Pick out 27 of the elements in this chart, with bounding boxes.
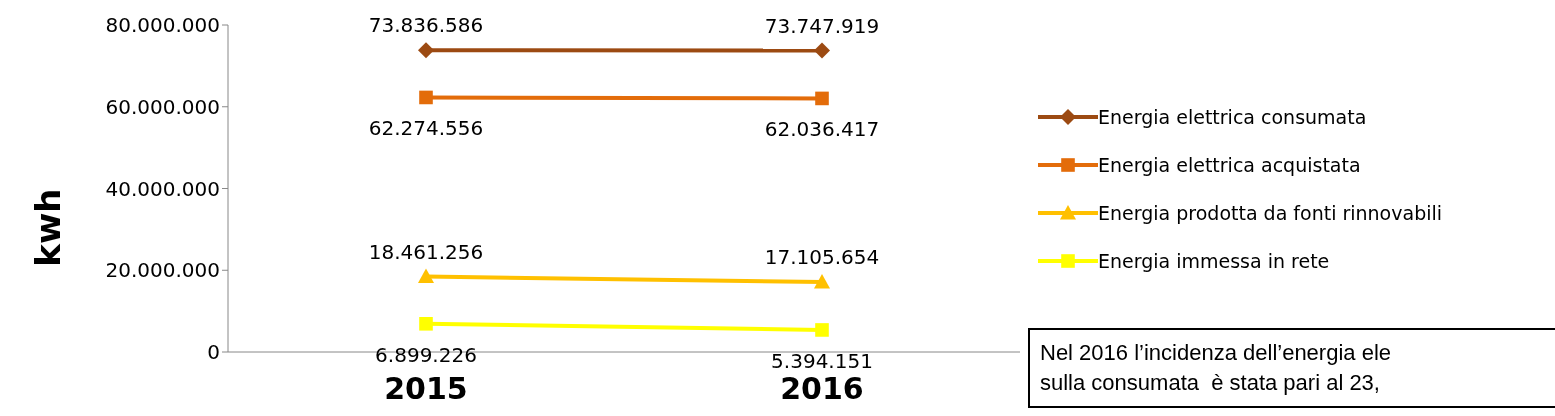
data-label: 6.899.226 xyxy=(375,342,477,367)
text: Nel 2016 l’incidenza dell’energia ele sulla consumata è stata pari al 23, xyxy=(1028,328,1555,408)
legend-label: Energia prodotta da fonti rinnovabili xyxy=(1098,202,1443,224)
data-label: 17.105.654 xyxy=(764,245,880,270)
y-tick-label: 0 xyxy=(207,340,220,365)
data-label: 73.836.586 xyxy=(368,13,484,38)
y-tick-label: 60.000.000 xyxy=(105,94,220,119)
legend-label: Energia immessa in rete xyxy=(1098,250,1330,272)
data-label: 73.747.919 xyxy=(764,13,880,38)
legend-label: Energia elettrica consumata xyxy=(1098,106,1367,128)
point xyxy=(814,42,830,59)
y-axis-title: kwh xyxy=(28,188,69,267)
y-tick-label: 80.000.000 xyxy=(105,13,220,38)
data-label: 62.274.556 xyxy=(368,116,484,141)
data-label: 18.461.256 xyxy=(368,239,484,264)
x-tick-label: 2015 xyxy=(384,371,468,407)
point xyxy=(419,90,433,105)
point xyxy=(815,323,829,337)
point xyxy=(815,91,829,106)
y-tick-label: 40.000.000 xyxy=(105,176,220,201)
point xyxy=(418,42,434,59)
y-tick-label: 20.000.000 xyxy=(105,258,220,283)
point xyxy=(419,317,433,331)
x-tick-label: 2016 xyxy=(780,371,864,407)
data-label: 5.394.151 xyxy=(771,348,873,373)
data-label: 62.036.417 xyxy=(764,117,880,142)
legend-label: Energia elettrica acquistata xyxy=(1098,154,1361,176)
